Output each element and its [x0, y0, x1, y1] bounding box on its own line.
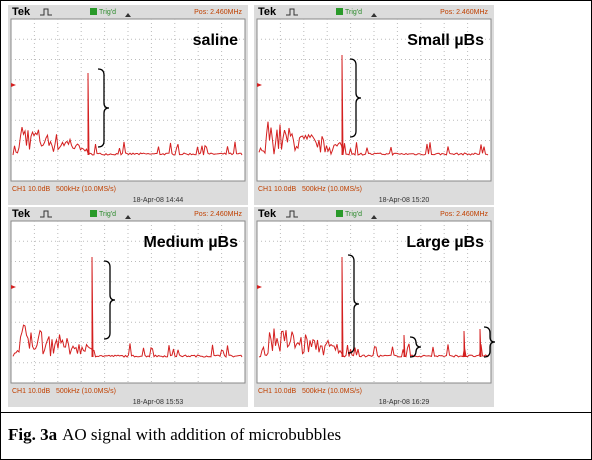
panel-label: saline: [193, 32, 238, 49]
channel: CH1 10.0dB: [258, 388, 296, 395]
brace: [349, 58, 362, 138]
position: Pos: 2.460MHz: [194, 211, 242, 218]
trigger-icon: [40, 8, 52, 16]
trigger-status: Trig'd: [345, 211, 362, 218]
trigger-status: Trig'd: [99, 9, 116, 16]
scope-panel: Tek Trig'd Pos: 2.460MHz saline CH1 10.0dB 50…: [8, 5, 248, 205]
channel: CH1 10.0dB: [258, 186, 296, 193]
signal-trace: [258, 54, 489, 157]
brand: Tek: [258, 6, 277, 18]
signal-trace: [12, 256, 243, 359]
trigger-status-icon: [336, 210, 343, 217]
timestamp: 18-Apr-08 15:20: [379, 197, 430, 204]
brace: [483, 326, 496, 358]
trigger-status-icon: [90, 8, 97, 15]
level-marker: [257, 83, 262, 87]
panel-label: Large µBs: [406, 234, 484, 251]
timebase: 500kHz (10.0MS/s): [56, 388, 116, 395]
trigger-status-icon: [336, 8, 343, 15]
trigger-marker: [371, 215, 377, 219]
position: Pos: 2.460MHz: [440, 9, 488, 16]
level-marker: [11, 285, 16, 289]
scope-panel: Tek Trig'd Pos: 2.460MHz Large µBs CH1 10.0d…: [254, 207, 496, 407]
timebase: 500kHz (10.0MS/s): [56, 186, 116, 193]
timebase: 500kHz (10.0MS/s): [302, 388, 362, 395]
timestamp: 18-Apr-08 15:53: [133, 399, 184, 406]
trigger-status: Trig'd: [99, 211, 116, 218]
timestamp: 18-Apr-08 14:44: [133, 197, 184, 204]
timestamp: 18-Apr-08 16:29: [379, 399, 430, 406]
timebase: 500kHz (10.0MS/s): [302, 186, 362, 193]
caption-text: AO signal with addition of microbubbles: [62, 425, 341, 444]
brace: [347, 254, 360, 354]
trigger-icon: [286, 8, 298, 16]
trigger-marker: [371, 13, 377, 17]
trigger-icon: [40, 210, 52, 218]
trigger-marker: [125, 13, 131, 17]
trigger-status: Trig'd: [345, 9, 362, 16]
trigger-status-icon: [90, 210, 97, 217]
brand: Tek: [12, 208, 31, 220]
brand: Tek: [12, 6, 31, 18]
level-marker: [257, 285, 262, 289]
brace: [409, 336, 422, 358]
brand: Tek: [258, 208, 277, 220]
position: Pos: 2.460MHz: [194, 9, 242, 16]
caption-label: Fig. 3a: [8, 425, 58, 444]
brace: [103, 260, 116, 340]
brace: [97, 68, 110, 148]
caption: Fig. 3a AO signal with addition of microb…: [8, 425, 341, 444]
position: Pos: 2.460MHz: [440, 211, 488, 218]
channel: CH1 10.0dB: [12, 186, 50, 193]
scope-panel: Tek Trig'd Pos: 2.460MHz Medium µBs CH1 10.0…: [8, 207, 248, 407]
panel-label: Medium µBs: [143, 234, 238, 251]
signal-trace: [258, 256, 489, 358]
panel-label: Small µBs: [407, 32, 484, 49]
trigger-marker: [125, 215, 131, 219]
trigger-icon: [286, 210, 298, 218]
channel: CH1 10.0dB: [12, 388, 50, 395]
scope-panel: Tek Trig'd Pos: 2.460MHz Small µBs CH1 10.0d…: [254, 5, 494, 205]
level-marker: [11, 83, 16, 87]
signal-trace: [12, 72, 243, 156]
